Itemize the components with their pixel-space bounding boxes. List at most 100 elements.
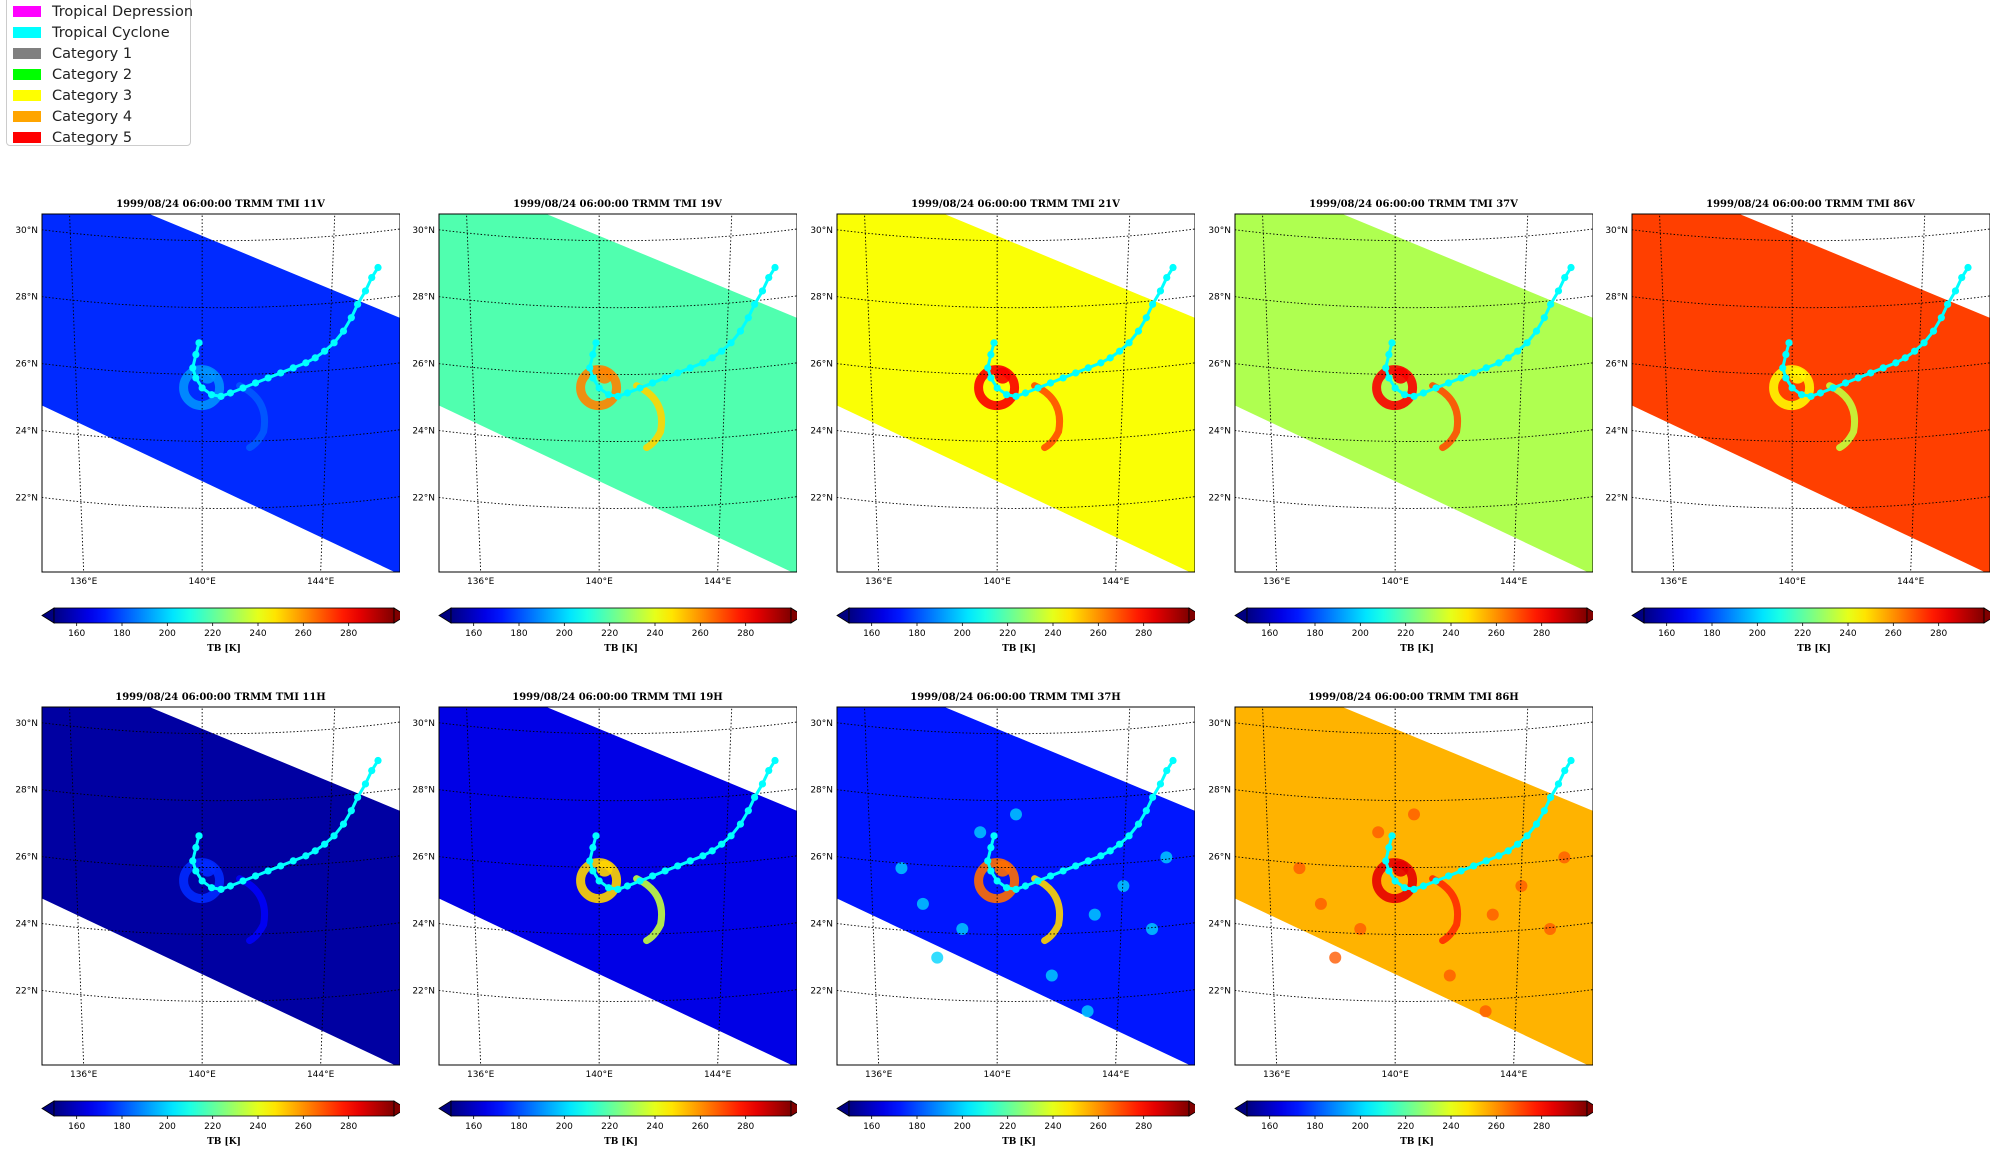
track-point — [207, 884, 216, 892]
convective-cell — [1314, 897, 1327, 910]
track-point — [1470, 369, 1478, 377]
channel-panel: 1999/08/24 06:00:00 TRMM TMI 21V 30°N 28°N… — [795, 199, 1195, 659]
track-point — [708, 847, 716, 855]
lat-tick-label: 24°N — [412, 427, 435, 437]
track-point — [1482, 857, 1490, 865]
colorbar-tick-label: 260 — [692, 629, 709, 639]
colorbar-label: TB [K] — [604, 1137, 638, 1147]
track-point — [648, 379, 657, 387]
track-point — [1523, 832, 1531, 840]
track-point — [1388, 832, 1396, 840]
track-point — [993, 384, 1001, 392]
colorbar-extend-min — [438, 1100, 452, 1117]
track-point — [1046, 379, 1055, 387]
eyewall — [1769, 365, 1815, 411]
lat-tick-label: 30°N — [412, 226, 435, 236]
legend-swatch — [13, 111, 41, 122]
track-point — [984, 857, 992, 865]
track-point — [1034, 384, 1042, 392]
track-point — [368, 273, 376, 282]
colorbar-tick-label: 180 — [510, 1122, 527, 1132]
legend-swatch — [13, 132, 41, 143]
convective-cell — [1010, 808, 1022, 821]
track-point — [251, 872, 260, 880]
colorbar-tick-label: 280 — [1533, 629, 1550, 639]
track-point — [623, 389, 632, 397]
track-point — [1779, 364, 1787, 372]
track-point — [1385, 374, 1393, 382]
rain-band — [1826, 382, 1859, 452]
track-point — [1911, 347, 1919, 355]
lat-tick-label: 26°N — [1208, 853, 1231, 863]
lat-tick-label: 24°N — [412, 920, 435, 930]
track-point — [736, 327, 745, 335]
track-point — [1084, 857, 1092, 865]
rain-band — [633, 875, 666, 945]
track-point — [1540, 314, 1548, 322]
track-point — [765, 766, 773, 775]
colorbar-tick-label: 220 — [601, 1122, 618, 1132]
lat-tick-label: 26°N — [1208, 360, 1231, 370]
storm-core — [199, 860, 216, 877]
track-point — [374, 756, 382, 765]
map-plot: 30°N 28°N 26°N 24°N 22°N 136°E 140°E 144°E — [412, 706, 797, 1080]
lat-tick-label: 30°N — [810, 719, 833, 729]
track-point — [302, 852, 310, 860]
lat-tick-label: 26°N — [412, 360, 435, 370]
colorbar-label: TB [K] — [1400, 644, 1434, 654]
lon-tick-label: 144°E — [307, 577, 335, 587]
lat-tick-label: 28°N — [15, 786, 38, 796]
lat-tick-label: 26°N — [810, 853, 833, 863]
legend-swatch — [13, 27, 41, 38]
track-point — [192, 843, 200, 852]
colorbar-tick-label: 160 — [465, 629, 482, 639]
colorbar-tick-label: 180 — [908, 1122, 925, 1132]
track-point — [592, 832, 600, 840]
track-point — [589, 843, 597, 852]
track-point — [198, 877, 206, 885]
lon-tick-label: 136°E — [70, 1070, 98, 1080]
colorbar-tick-label: 200 — [556, 629, 573, 639]
track-point — [1495, 359, 1503, 367]
track-point — [1785, 339, 1793, 347]
track-point — [189, 857, 197, 865]
track-point — [1149, 300, 1157, 308]
lat-tick-label: 24°N — [15, 920, 38, 930]
lon-tick-label: 136°E — [467, 1070, 495, 1080]
map-plot: 30°N 28°N 26°N 24°N 22°N 136°E 140°E 144°E — [1605, 213, 1990, 587]
track-point — [648, 872, 657, 880]
colorbar-tick-label: 200 — [954, 1122, 971, 1132]
map-plot: 30°N 28°N 26°N 24°N 22°N 136°E 140°E 144°E — [1208, 706, 1593, 1080]
colorbar-tick-label: 280 — [1930, 629, 1947, 639]
track-point — [1072, 369, 1080, 377]
track-point — [661, 374, 669, 382]
channel-panel: 1999/08/24 06:00:00 TRMM TMI 11H 30°N 28°N… — [0, 692, 400, 1152]
track-point — [1514, 840, 1522, 848]
legend-item: Tropical Depression — [13, 1, 193, 22]
track-point — [195, 339, 203, 347]
track-point — [586, 364, 594, 372]
track-point — [686, 857, 694, 865]
eyewall — [974, 365, 1020, 411]
colorbar-gradient — [53, 1100, 395, 1117]
panel-title: 1999/08/24 06:00:00 TRMM TMI 11V — [116, 199, 325, 210]
track-point — [984, 364, 992, 372]
track-point — [1385, 843, 1393, 852]
convective-cell — [1354, 922, 1367, 935]
track-point — [1169, 263, 1177, 272]
lat-tick-label: 28°N — [15, 293, 38, 303]
colorbar-gradient — [1246, 607, 1588, 624]
lon-tick-label: 144°E — [1500, 577, 1528, 587]
plot-frame — [438, 706, 797, 1066]
track-point — [1554, 780, 1563, 788]
track-point — [1929, 327, 1938, 335]
colorbar-tick-label: 160 — [863, 1122, 880, 1132]
lat-tick-label: 22°N — [15, 986, 38, 996]
track-point — [1156, 780, 1165, 788]
lon-tick-label: 140°E — [1381, 577, 1409, 587]
map-plot: 30°N 28°N 26°N 24°N 22°N 136°E 140°E 144°E — [810, 213, 1195, 587]
channel-panel: 1999/08/24 06:00:00 TRMM TMI 86H 30°N 28°N… — [1193, 692, 1593, 1152]
track-point — [589, 350, 597, 359]
track-point — [1002, 884, 1011, 892]
legend-item: Category 5 — [13, 127, 182, 148]
